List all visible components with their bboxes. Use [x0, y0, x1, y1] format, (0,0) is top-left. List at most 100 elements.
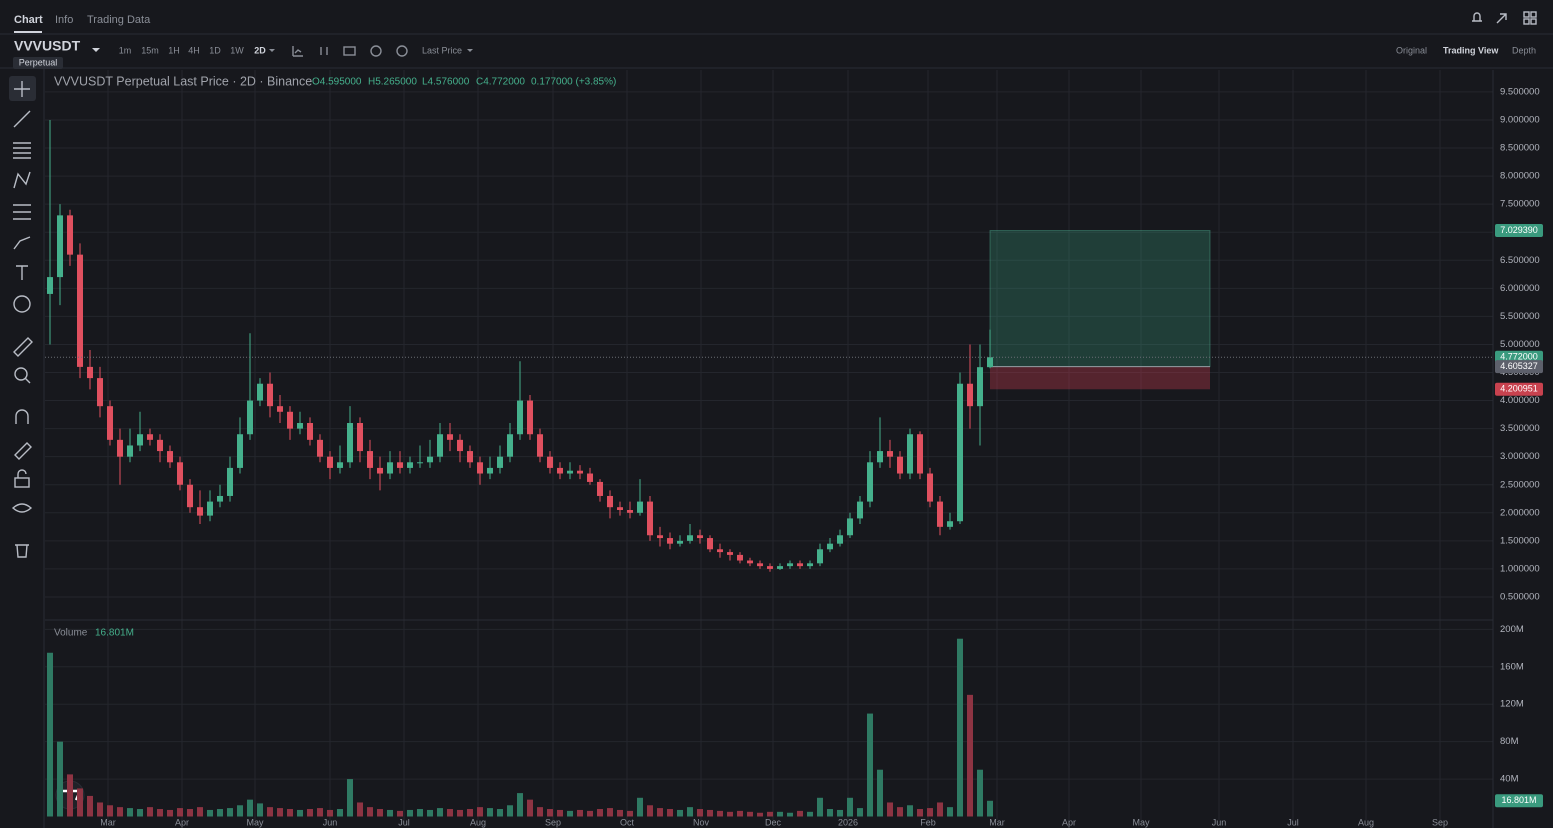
volume-bar [167, 809, 173, 817]
tab[interactable]: Info [55, 14, 73, 26]
volume-bar [147, 807, 153, 817]
candle-body [607, 495, 613, 508]
volume-bar [807, 811, 813, 817]
volume-bar [757, 812, 763, 817]
candle-body [147, 434, 153, 440]
candle-body [787, 563, 793, 567]
view[interactable]: Depth [1512, 45, 1536, 55]
candle-body [917, 434, 923, 474]
volume-bar [237, 805, 243, 817]
toolbar-icons[interactable] [292, 45, 408, 57]
volume-bar [97, 802, 103, 817]
candle-body [427, 456, 433, 463]
y-tick-label: 3.500000 [1500, 423, 1540, 434]
volume-bar [527, 799, 533, 817]
entry-badge [1495, 360, 1543, 374]
candle-body [837, 535, 843, 544]
candle-body [477, 462, 483, 474]
candle-body [577, 470, 583, 474]
candle-body [627, 510, 633, 513]
volume-bar [717, 810, 723, 817]
volume-bar [827, 809, 833, 817]
candle-body [947, 521, 953, 527]
interval[interactable]: 1D [209, 45, 221, 55]
candle-body [617, 507, 623, 510]
stop-badge [1495, 382, 1543, 396]
drawing-tools[interactable] [11, 81, 33, 558]
candle-body [957, 383, 963, 522]
top-icons[interactable] [1472, 11, 1537, 25]
x-tick-label: Dec [765, 817, 782, 827]
candle-body [867, 462, 873, 502]
candle-body [887, 451, 893, 457]
view[interactable]: Original [1396, 45, 1427, 55]
candle-body [827, 543, 833, 550]
volume-bar [797, 810, 803, 817]
candle-body [667, 538, 673, 544]
view[interactable]: Trading View [1443, 45, 1499, 55]
stop-label: 4.200951 [1500, 384, 1538, 394]
volume-bar [657, 808, 663, 817]
caret [269, 49, 275, 52]
volume-bar [317, 808, 323, 817]
volume-bar [647, 805, 653, 817]
candle-body [817, 549, 823, 564]
interval[interactable]: 1m [119, 45, 132, 55]
volume-bar [177, 808, 183, 817]
interval[interactable]: 2D [254, 45, 266, 55]
candle-body [497, 456, 503, 468]
tab[interactable]: Chart [14, 14, 43, 26]
interval[interactable]: 1W [230, 45, 244, 55]
legend-value: C4.772000 [476, 77, 525, 88]
candle-body [87, 366, 93, 379]
interval[interactable]: 1H [168, 45, 180, 55]
volume-bar [857, 808, 863, 817]
volume-bar [57, 741, 63, 817]
volume-bar [687, 807, 693, 817]
candle-body [207, 501, 213, 516]
x-tick-label: 2026 [838, 817, 858, 827]
volume-bar [847, 797, 853, 817]
x-tick-label: Oct [620, 817, 635, 827]
candle-body [757, 563, 763, 567]
target-label: 7.029390 [1500, 225, 1538, 235]
candle-body [397, 462, 403, 468]
price-source[interactable]: Last Price [422, 45, 462, 55]
x-tick-label: Feb [920, 817, 936, 827]
candle-body [127, 445, 133, 457]
y-tick-label: 2.500000 [1500, 479, 1540, 490]
interval[interactable]: 4H [188, 45, 200, 55]
volume-bar [107, 805, 113, 817]
candle-body [937, 501, 943, 527]
candle-body [897, 456, 903, 474]
x-tick-label: Sep [545, 817, 561, 827]
interval[interactable]: 15m [141, 45, 159, 55]
candle-body [567, 470, 573, 474]
candle-body [467, 451, 473, 463]
volume-bar [787, 812, 793, 817]
candle-body [807, 563, 813, 567]
volume-bar [367, 807, 373, 817]
legend-value: O4.595000 [312, 77, 362, 88]
symbol[interactable]: VVVUSDT [14, 38, 81, 54]
volume-bar [777, 811, 783, 817]
volume-bar [207, 809, 213, 817]
candle-body [417, 462, 423, 464]
volume-bar [727, 811, 733, 817]
candle-body [697, 535, 703, 539]
candle-body [307, 423, 313, 440]
candle-body [287, 411, 293, 429]
x-tick-label: Apr [1062, 817, 1076, 827]
candle-body [277, 406, 283, 412]
candle-body [57, 215, 63, 278]
volume-badge [1495, 794, 1543, 808]
volume-bar [127, 808, 133, 817]
candle-body [517, 400, 523, 435]
x-tick-label: Mar [989, 817, 1005, 827]
tab[interactable]: Trading Data [87, 14, 151, 26]
volume-bar [307, 809, 313, 817]
x-tick-label: May [246, 817, 264, 827]
